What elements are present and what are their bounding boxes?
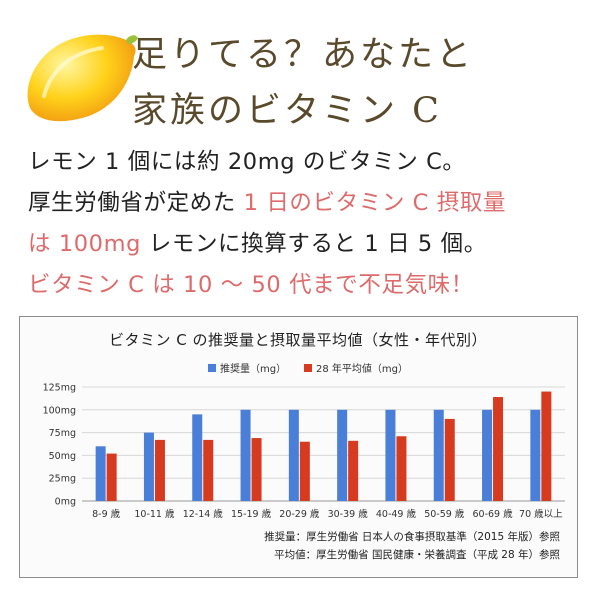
bar-average	[106, 453, 117, 501]
body-line-2-highlight: 1 日のビタミン C 摂取量	[243, 190, 507, 216]
bar-recommended	[192, 414, 203, 501]
x-tick-label: 10-11 歳	[134, 508, 175, 520]
x-tick-label: 30-39 歳	[328, 508, 369, 520]
y-tick-label: 100mg	[43, 405, 76, 416]
bar-chart: ビタミン C の推奨量と摂取量平均値（女性・年代別） 推奨量（mg） 28 年平均値…	[43, 331, 565, 561]
bar-average	[396, 436, 407, 501]
bar-recommended	[95, 446, 106, 501]
legend-swatch-0	[208, 364, 216, 372]
legend-label-1: 28 年平均値（mg）	[316, 362, 408, 375]
body-line-1: レモン 1 個には約 20mg のビタミン C。	[28, 149, 466, 175]
body-line-3-text: レモンに換算すると 1 日 5 個。	[141, 231, 487, 257]
bar-average	[348, 440, 359, 501]
bar-average	[444, 418, 455, 501]
bar-recommended	[530, 409, 541, 501]
bar-recommended	[240, 409, 251, 501]
headline-line-2: 家族のビタミン C	[132, 91, 442, 131]
bar-recommended	[385, 409, 396, 501]
bar-recommended	[143, 432, 154, 501]
chart-panel: ビタミン C の推奨量と摂取量平均値（女性・年代別） 推奨量（mg） 28 年平均値…	[19, 316, 578, 578]
x-tick-label: 60-69 歳	[472, 508, 513, 520]
y-tick-label: 125mg	[43, 383, 76, 394]
bar-average	[541, 391, 552, 501]
bar-recommended	[337, 409, 348, 501]
bar-recommended	[433, 409, 444, 501]
x-tick-label: 12-14 歳	[183, 508, 224, 520]
bar-average	[251, 438, 262, 501]
body-line-4: ビタミン C は 10 〜 50 代まで不足気味！	[28, 272, 474, 298]
bar-recommended	[288, 409, 299, 501]
body-line-3: は 100mg レモンに換算すると 1 日 5 個。	[28, 226, 487, 258]
bar-average	[493, 397, 504, 501]
headline-line-1: 足りてる？あなたと	[132, 35, 475, 75]
body-line-2: 厚生労働省が定めた 1 日のビタミン C 摂取量	[28, 185, 506, 217]
bar-average	[154, 439, 165, 501]
y-tick-label: 0mg	[55, 497, 76, 508]
y-tick-label: 50mg	[49, 451, 76, 462]
body-line-2-text: 厚生労働省が定めた	[28, 190, 244, 216]
legend-label-0: 推奨量（mg）	[220, 362, 286, 375]
x-tick-label: 8-9 歳	[92, 508, 121, 520]
legend-swatch-1	[304, 364, 312, 372]
x-tick-label: 20-29 歳	[279, 508, 320, 520]
bar-recommended	[482, 409, 493, 501]
x-tick-label: 50-59 歳	[424, 508, 465, 520]
chart-source-note: 推奨量：厚生労働省 日本人の食事摂取基準（2015 年版）参照	[264, 530, 560, 543]
bar-average	[203, 439, 214, 501]
y-tick-label: 75mg	[49, 428, 76, 439]
x-tick-label: 40-49 歳	[376, 508, 417, 520]
lemon-icon	[27, 34, 138, 122]
bar-average	[299, 441, 310, 501]
y-tick-label: 25mg	[49, 474, 76, 485]
x-tick-label: 70 歳以上	[519, 508, 563, 520]
body-line-3-highlight: は 100mg	[28, 231, 141, 257]
x-tick-label: 15-19 歳	[231, 508, 272, 520]
chart-title: ビタミン C の推奨量と摂取量平均値（女性・年代別）	[109, 331, 487, 349]
chart-source-note: 平均値：厚生労働省 国民健康・栄養調査（平成 28 年）参照	[274, 548, 560, 561]
